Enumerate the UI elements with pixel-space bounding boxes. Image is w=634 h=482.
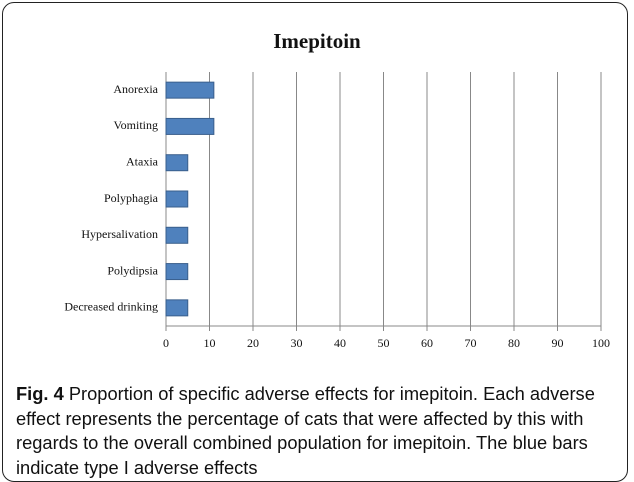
bar bbox=[165, 117, 215, 135]
y-tick-label: Polyphagia bbox=[104, 191, 159, 205]
x-tick-label: 70 bbox=[465, 336, 477, 350]
caption: Fig. 4 Proportion of specific adverse ef… bbox=[16, 382, 622, 480]
x-tick-label: 10 bbox=[204, 336, 216, 350]
y-tick-label: Vomiting bbox=[114, 118, 158, 132]
x-tick-label: 90 bbox=[552, 336, 564, 350]
bar bbox=[165, 190, 189, 208]
bar bbox=[165, 263, 189, 281]
y-tick-label: Polydipsia bbox=[107, 263, 158, 277]
x-tick-label: 0 bbox=[163, 336, 169, 350]
bar bbox=[165, 226, 189, 244]
x-tick-label: 20 bbox=[247, 336, 259, 350]
bar bbox=[165, 81, 215, 99]
x-tick-label: 80 bbox=[508, 336, 520, 350]
y-tick-label: Decreased drinking bbox=[64, 300, 158, 314]
x-tick-label: 30 bbox=[291, 336, 303, 350]
x-tick-label: 40 bbox=[334, 336, 346, 350]
y-tick-label: Ataxia bbox=[126, 154, 159, 168]
chart-title: Imepitoin bbox=[273, 29, 361, 53]
bar bbox=[165, 299, 189, 317]
chart: Imepitoin 0 10 20 30 40 50 60 70 80 90 100 Anorexia… bbox=[64, 29, 610, 350]
y-tick-label: Anorexia bbox=[113, 82, 158, 96]
y-tick-label: Hypersalivation bbox=[81, 227, 158, 241]
bar bbox=[165, 154, 189, 172]
x-tick-label: 100 bbox=[592, 336, 610, 350]
caption-text: Proportion of specific adverse effects f… bbox=[16, 383, 595, 478]
x-tick-label: 50 bbox=[378, 336, 390, 350]
caption-label: Fig. 4 bbox=[16, 383, 64, 404]
x-tick-label: 60 bbox=[421, 336, 433, 350]
